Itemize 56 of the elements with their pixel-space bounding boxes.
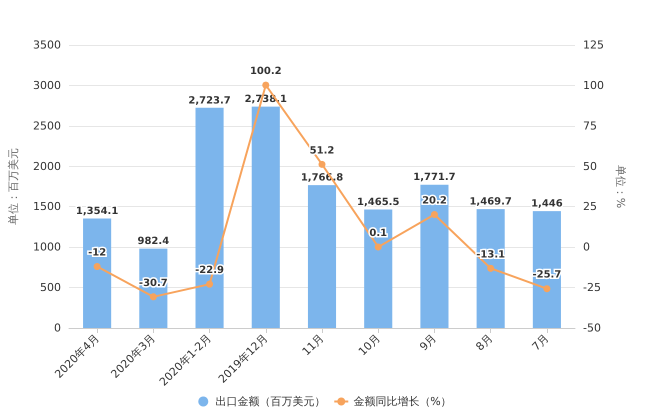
y2-tick-label: 0 [583,240,590,254]
x-tick-label: 11月 [300,331,327,358]
bar [364,210,392,328]
data-label: 100.2 [250,66,282,78]
y2-axis-title: 单位：% [614,164,627,208]
y2-tick-label: 50 [583,160,597,173]
y2-tick-label: 100 [583,78,604,92]
data-label: -12 [88,248,106,259]
y-tick-label: 2500 [33,119,61,132]
y-axis-title: 单位：百万美元 [7,148,20,225]
y-tick-label: 3000 [33,78,61,92]
data-label: -25.7 [532,270,562,281]
data-label: 1,354.1 [76,206,118,218]
y2-tick-label: 75 [583,119,597,132]
bar [532,211,561,328]
y-tick-label: 1000 [33,240,61,254]
y-tick-label: 0 [54,322,61,334]
bar [196,108,224,328]
point [150,293,157,300]
data-label: -30.7 [138,278,168,289]
y2-tick-label: 125 [583,38,604,52]
data-label: 20.2 [422,195,447,206]
y2-tick-label: 25 [583,200,597,214]
y2-tick-label: -25 [583,281,601,294]
data-label: 1,446 [531,198,563,210]
data-label: 1,771.7 [413,172,456,184]
y-tick-label: 1500 [33,200,61,214]
point [374,243,382,250]
point [430,210,438,218]
legend-label: 金额同比增长（%） [353,395,452,408]
point [206,280,214,288]
x-tick-label: 10月 [356,331,383,358]
x-tick-label: 8月 [473,331,496,354]
y-tick-label: 3500 [33,38,61,52]
data-label: 0.1 [369,228,388,239]
data-label: 982.4 [138,236,170,248]
point [487,264,494,272]
data-label: 1,465.5 [357,197,400,208]
x-tick-label: 7月 [530,331,552,354]
bar [252,106,280,328]
bar [420,184,448,328]
data-label: 2,723.7 [188,95,231,106]
y-tick-label: 2000 [33,160,61,173]
point [543,285,550,292]
legend-label: 出口金额（百万美元） [215,395,326,408]
y2-tick-label: -50 [583,322,601,334]
bar [83,218,112,328]
point [262,82,270,89]
data-label: 1,469.7 [469,196,512,208]
y-tick-label: 500 [40,281,61,294]
x-tick-label: 9月 [417,331,440,354]
point [94,263,101,270]
bar [476,209,505,328]
bar [308,185,336,328]
point [318,160,326,168]
data-label: -13.1 [476,249,506,260]
